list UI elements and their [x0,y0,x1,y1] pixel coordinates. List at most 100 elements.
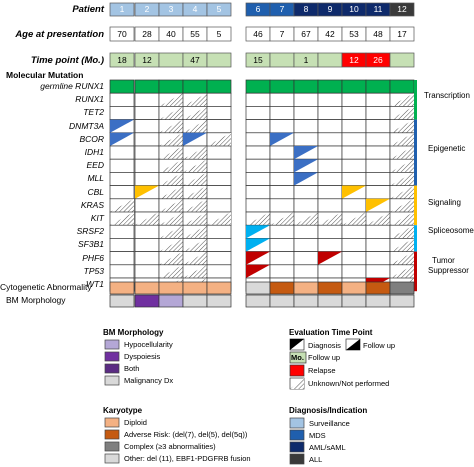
bm-morphology-cell [341,294,367,308]
category-bar [414,185,417,226]
legend-diag-item: ALL [309,455,323,464]
mutation-cell [317,145,343,160]
mutation-cell [365,264,391,279]
unknown-hatch [159,132,183,146]
cytogenetic-cell [245,281,271,295]
legend-diagnosis-label: Diagnosis [308,341,341,350]
patient-id: 5 [216,4,222,14]
mutation-cell [341,132,367,147]
mutation-cell [317,185,343,200]
unknown-hatch [183,238,207,252]
mutation-cell [341,145,367,160]
unknown-hatch [207,212,231,226]
mutation-mark [342,185,366,199]
unknown-hatch [390,264,414,278]
mutation-cell [245,145,271,160]
unknown-hatch [159,198,183,212]
legend-followup-mark [346,339,360,350]
mutation-cell [245,185,271,200]
legend-swatch [104,375,120,386]
mutation-cell [134,224,160,239]
age-value: 28 [142,29,152,39]
cytogenetic-cell [182,281,208,295]
age-value: 55 [190,29,200,39]
mutation-cell-germline [317,79,343,94]
time-cell [206,52,232,68]
unknown-hatch [183,159,207,173]
bm-morphology-cell [365,294,391,308]
legend-swatch [289,417,305,429]
mutation-cell [269,185,295,200]
mutation-cell [341,198,367,213]
age-value: 5 [216,29,222,39]
unknown-hatch [390,146,414,160]
patient-id: 12 [397,4,407,14]
time-cell [317,52,343,68]
mutation-cell [269,224,295,239]
patient-id: 2 [144,4,150,14]
mutation-cell [341,224,367,239]
mutation-mark [110,132,134,146]
gene-label: KIT [90,213,104,223]
mutation-cell [341,106,367,120]
mutation-cell [365,238,391,252]
mutation-cell [109,238,135,252]
cytogenetic-cell [109,281,135,295]
mutation-cell [206,264,232,279]
legend-swatch [289,441,305,453]
cytogenetic-cell [158,281,184,295]
age-value: 70 [117,29,127,39]
mutation-cell [293,185,319,200]
mutation-cell [134,251,160,266]
legend-karyotype-item: Diploid [124,418,147,427]
unknown-hatch [135,212,159,226]
mutation-cell [341,119,367,134]
mutation-cell [206,224,232,239]
legend-swatch [104,441,120,452]
mutation-mark [246,264,270,278]
molecular-label: Molecular Mutation [6,70,84,80]
cytogenetic-cell [389,281,415,295]
mutation-cell [293,132,319,147]
mutation-cell [293,238,319,252]
bm-morphology-cell [245,294,271,308]
mutation-cell [134,132,160,147]
time-cell [389,52,415,68]
age-value: 17 [397,29,407,39]
mutation-cell [134,158,160,173]
mutation-cell [134,145,160,160]
age-cell [389,26,415,42]
unknown-hatch [390,238,414,252]
unknown-hatch [183,185,207,199]
unknown-hatch [183,172,207,186]
mutation-cell [269,172,295,186]
mutation-cell-germline [206,79,232,94]
legend-karyotype-item: Complex (≥3 abnormalities) [124,442,216,451]
patient-id: 6 [255,4,261,14]
mutation-cell [134,264,160,279]
mutation-cell [293,264,319,279]
cytogenetic-cell [206,281,232,295]
mutation-cell [269,145,295,160]
mutation-cell [109,172,135,186]
mutation-cell [109,106,135,120]
mutation-cell [109,185,135,200]
unknown-hatch [183,106,207,120]
mutation-mark [183,132,207,146]
time-value: 12 [349,55,359,65]
mutation-cell [206,145,232,160]
patient-cell [389,2,415,17]
legend-bm-item: Hypocellularity [124,340,173,349]
mutation-cell [269,158,295,173]
mutation-cell [269,119,295,134]
patient-cell [206,2,232,17]
legend-unknown-hatch [290,378,304,389]
age-value: 48 [373,29,383,39]
mutation-cell-germline [269,79,295,94]
unknown-hatch [110,198,134,212]
age-value: 40 [166,29,176,39]
unknown-hatch [342,212,366,226]
time-value: 15 [253,55,263,65]
mutation-cell [293,251,319,266]
mutation-cell [109,251,135,266]
